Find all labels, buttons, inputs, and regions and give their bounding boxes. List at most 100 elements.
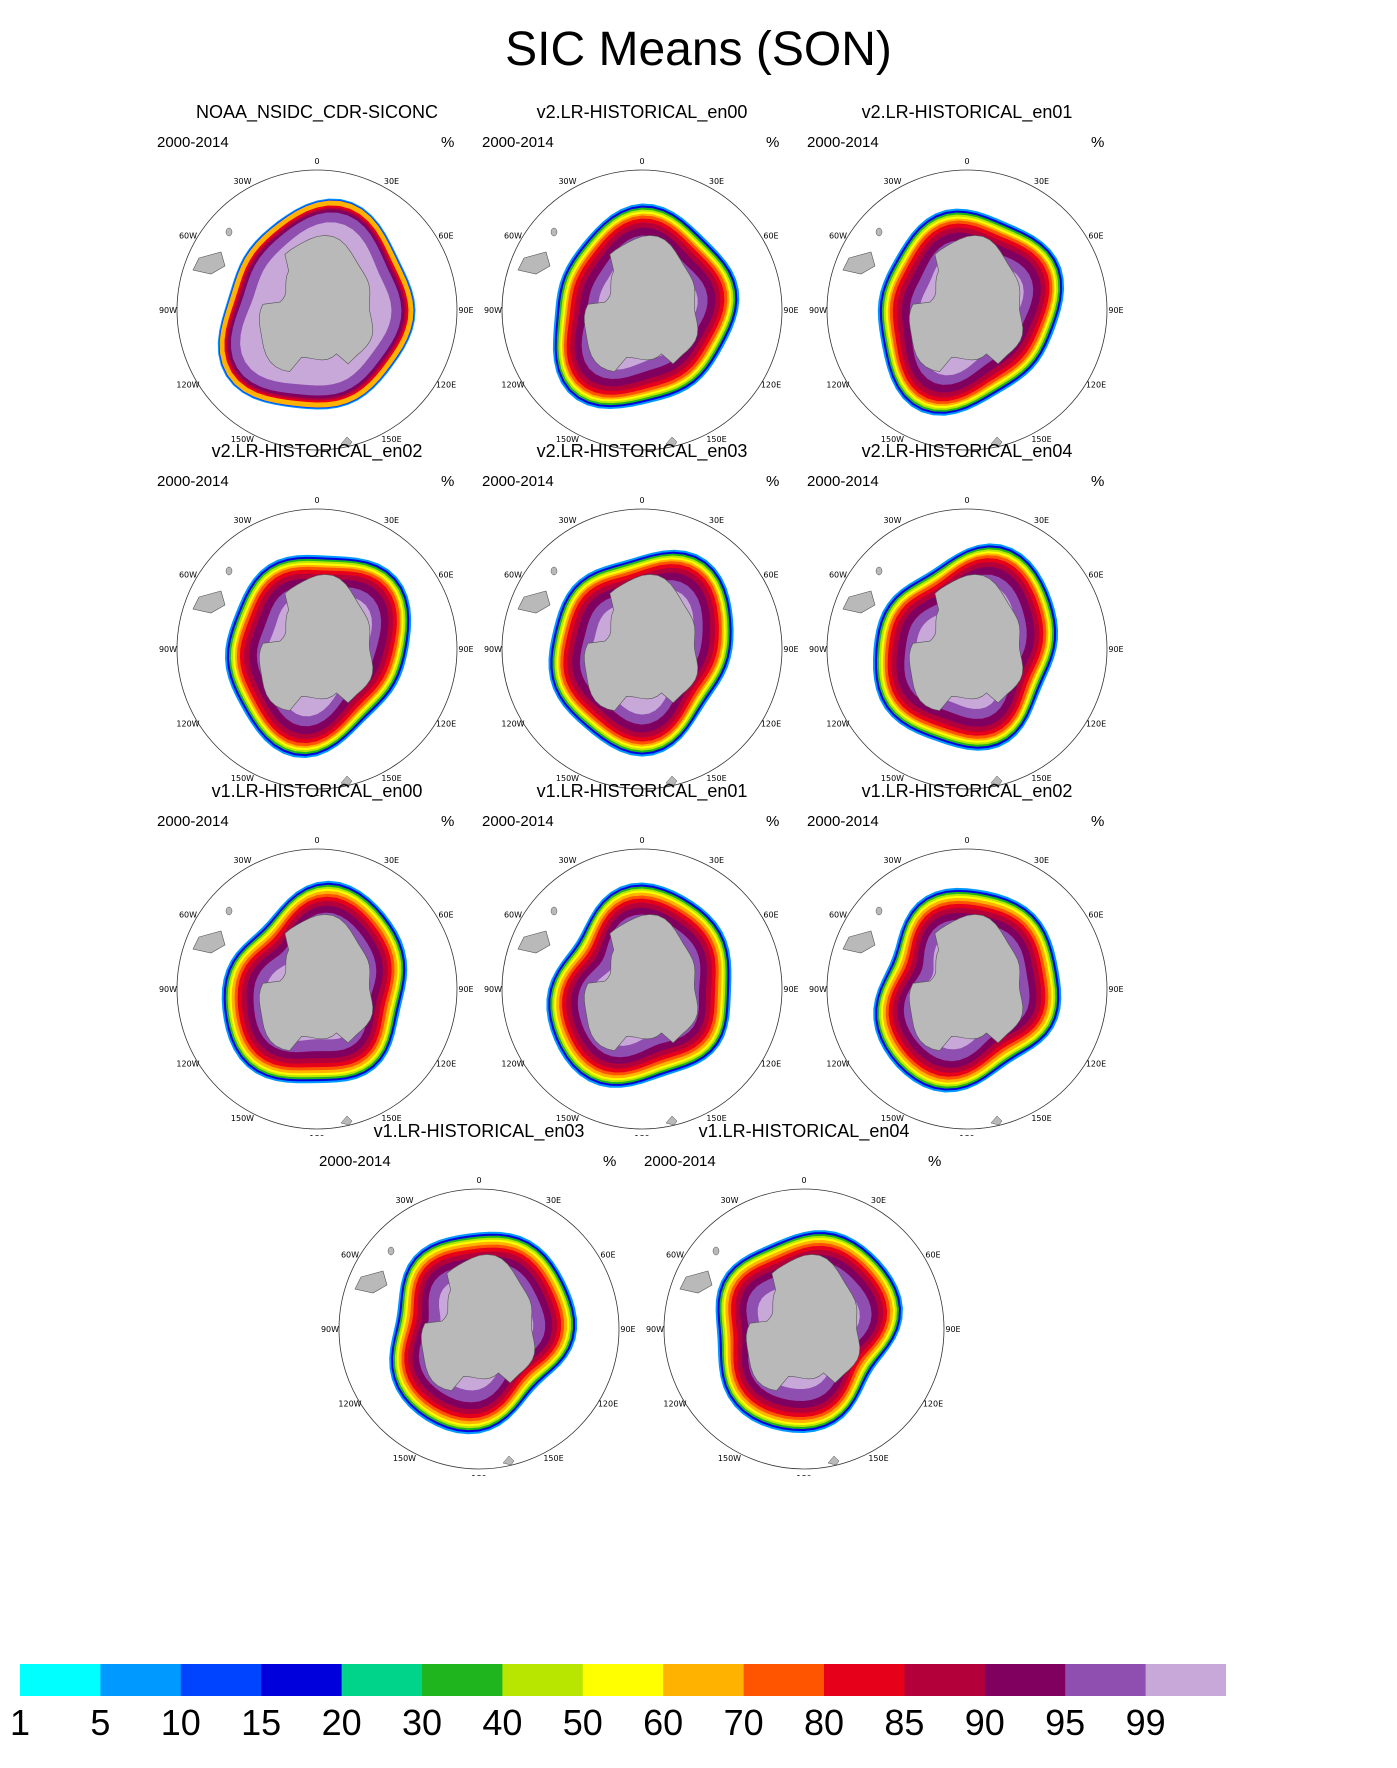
longitude-label: 150E xyxy=(381,1114,401,1123)
longitude-label: 150W xyxy=(556,1114,579,1123)
longitude-label: 120W xyxy=(826,720,849,729)
antarctica-land xyxy=(583,235,699,373)
panel-units: % xyxy=(441,813,455,830)
longitude-label: 120W xyxy=(501,720,524,729)
longitude-label: 180 xyxy=(309,455,324,457)
longitude-label: 120W xyxy=(338,1400,361,1409)
longitude-label: 150W xyxy=(393,1454,416,1463)
longitude-label: 120W xyxy=(501,381,524,390)
new-zealand-land xyxy=(340,436,353,447)
longitude-label: 150W xyxy=(231,1114,254,1123)
island-land xyxy=(387,1246,395,1256)
map-panel: v2.LR-HISTORICAL_en01 2000-2014% 0 30E 60E 90… xyxy=(797,102,1137,462)
longitude-label: 30W xyxy=(233,856,251,865)
figure-title: SIC Means (SON) xyxy=(505,23,892,76)
longitude-label: 120W xyxy=(663,1400,686,1409)
longitude-label: 0 xyxy=(314,157,319,166)
colorbar-tick-label: 30 xyxy=(401,1702,443,1743)
longitude-label: 90W xyxy=(159,645,177,654)
colorbar-tick-label: 85 xyxy=(884,1702,925,1743)
longitude-label: 60W xyxy=(666,1251,684,1260)
longitude-label: 60E xyxy=(1088,232,1103,241)
panel-title: v1.LR-HISTORICAL_en00 xyxy=(211,781,423,801)
panel-units: % xyxy=(766,813,780,830)
longitude-label: 60E xyxy=(1088,571,1103,580)
island-land xyxy=(225,227,233,237)
longitude-label: 30E xyxy=(546,1196,561,1205)
longitude-label: 60W xyxy=(829,571,847,580)
longitude-label: 60W xyxy=(504,571,522,580)
antarctica-land xyxy=(908,914,1024,1052)
longitude-label: 150E xyxy=(1031,774,1051,783)
longitude-label: 0 xyxy=(476,1176,481,1185)
panel-period: 2000-2014 xyxy=(482,134,554,151)
map-panel: v2.LR-HISTORICAL_en03 2000-2014% 0 30E 60E 90… xyxy=(472,441,812,801)
new-zealand-land xyxy=(827,1455,840,1466)
colorbar-segment xyxy=(904,1664,986,1696)
longitude-label: 90E xyxy=(783,645,798,654)
longitude-label: 60E xyxy=(600,1251,615,1260)
longitude-label: 150E xyxy=(381,435,401,444)
panel-title: NOAA_NSIDC_CDR-SICONC xyxy=(195,102,439,122)
map-panel: v1.LR-HISTORICAL_en02 2000-2014% 0 30E 60E 90… xyxy=(797,781,1137,1141)
island-land xyxy=(550,906,558,916)
longitude-label: 90W xyxy=(809,645,827,654)
longitude-label: 60E xyxy=(438,571,453,580)
colorbar xyxy=(20,1664,1226,1696)
longitude-label: 150E xyxy=(706,1114,726,1123)
longitude-label: 60W xyxy=(179,232,197,241)
panel-period: 2000-2014 xyxy=(807,473,879,490)
polar-map: 0 30E 60E 90E 120E 150E 180 150W 120W 90W 60W 30W xyxy=(159,836,474,1136)
new-zealand-land xyxy=(665,775,678,786)
colorbar-segment xyxy=(582,1664,664,1696)
panel-title: v1.LR-HISTORICAL_en02 xyxy=(861,781,1073,801)
longitude-label: 120E xyxy=(436,1060,456,1069)
longitude-label: 120E xyxy=(436,720,456,729)
panel-title: v2.LR-HISTORICAL_en03 xyxy=(536,441,748,461)
panel-units: % xyxy=(441,473,455,490)
longitude-label: 0 xyxy=(314,496,319,505)
longitude-label: 120W xyxy=(826,381,849,390)
south-america-land xyxy=(192,251,226,275)
longitude-label: 30E xyxy=(1034,856,1049,865)
south-america-land xyxy=(192,930,226,954)
longitude-label: 60W xyxy=(504,232,522,241)
colorbar-segment xyxy=(984,1664,1066,1696)
polar-map: 0 30E 60E 90E 120E 150E 180 150W 120W 90W 60W 30W xyxy=(321,1176,636,1476)
polar-map: 0 30E 60E 90E 120E 150E 180 150W 120W 90W 60W 30W xyxy=(159,157,474,457)
polar-map: 0 30E 60E 90E 120E 150E 180 150W 120W 90W 60W 30W xyxy=(809,157,1124,457)
colorbar-tick-label: 1 xyxy=(9,1702,31,1743)
longitude-label: 90W xyxy=(159,985,177,994)
panel-title: v2.LR-HISTORICAL_en04 xyxy=(861,441,1073,461)
longitude-label: 60W xyxy=(179,911,197,920)
new-zealand-land xyxy=(340,1115,353,1126)
longitude-label: 180 xyxy=(959,794,974,796)
colorbar-tick-label: 40 xyxy=(482,1702,523,1743)
colorbar-tick-label: 60 xyxy=(643,1702,684,1743)
longitude-label: 30W xyxy=(558,177,576,186)
colorbar-tick-label: 95 xyxy=(1045,1702,1086,1743)
colorbar-tick-label: 50 xyxy=(562,1702,603,1743)
longitude-label: 120W xyxy=(501,1060,524,1069)
longitude-label: 120E xyxy=(923,1400,943,1409)
longitude-label: 150E xyxy=(381,774,401,783)
panel-title: v1.LR-HISTORICAL_en04 xyxy=(698,1121,910,1141)
new-zealand-land xyxy=(990,1115,1003,1126)
longitude-label: 120W xyxy=(176,381,199,390)
longitude-label: 90E xyxy=(458,985,473,994)
south-america-land xyxy=(354,1270,388,1294)
colorbar-segment xyxy=(663,1664,745,1696)
longitude-label: 60E xyxy=(763,232,778,241)
longitude-label: 60W xyxy=(829,911,847,920)
south-america-land xyxy=(842,251,876,275)
panel-title: v2.LR-HISTORICAL_en02 xyxy=(211,441,423,461)
longitude-label: 0 xyxy=(314,836,319,845)
colorbar-segment xyxy=(824,1664,905,1696)
longitude-label: 150W xyxy=(231,774,254,783)
longitude-label: 90W xyxy=(809,985,827,994)
panel-title: v2.LR-HISTORICAL_en01 xyxy=(861,102,1073,122)
colorbar-segment xyxy=(422,1664,503,1696)
panel-period: 2000-2014 xyxy=(807,134,879,151)
panel-units: % xyxy=(766,473,780,490)
south-america-land xyxy=(842,930,876,954)
